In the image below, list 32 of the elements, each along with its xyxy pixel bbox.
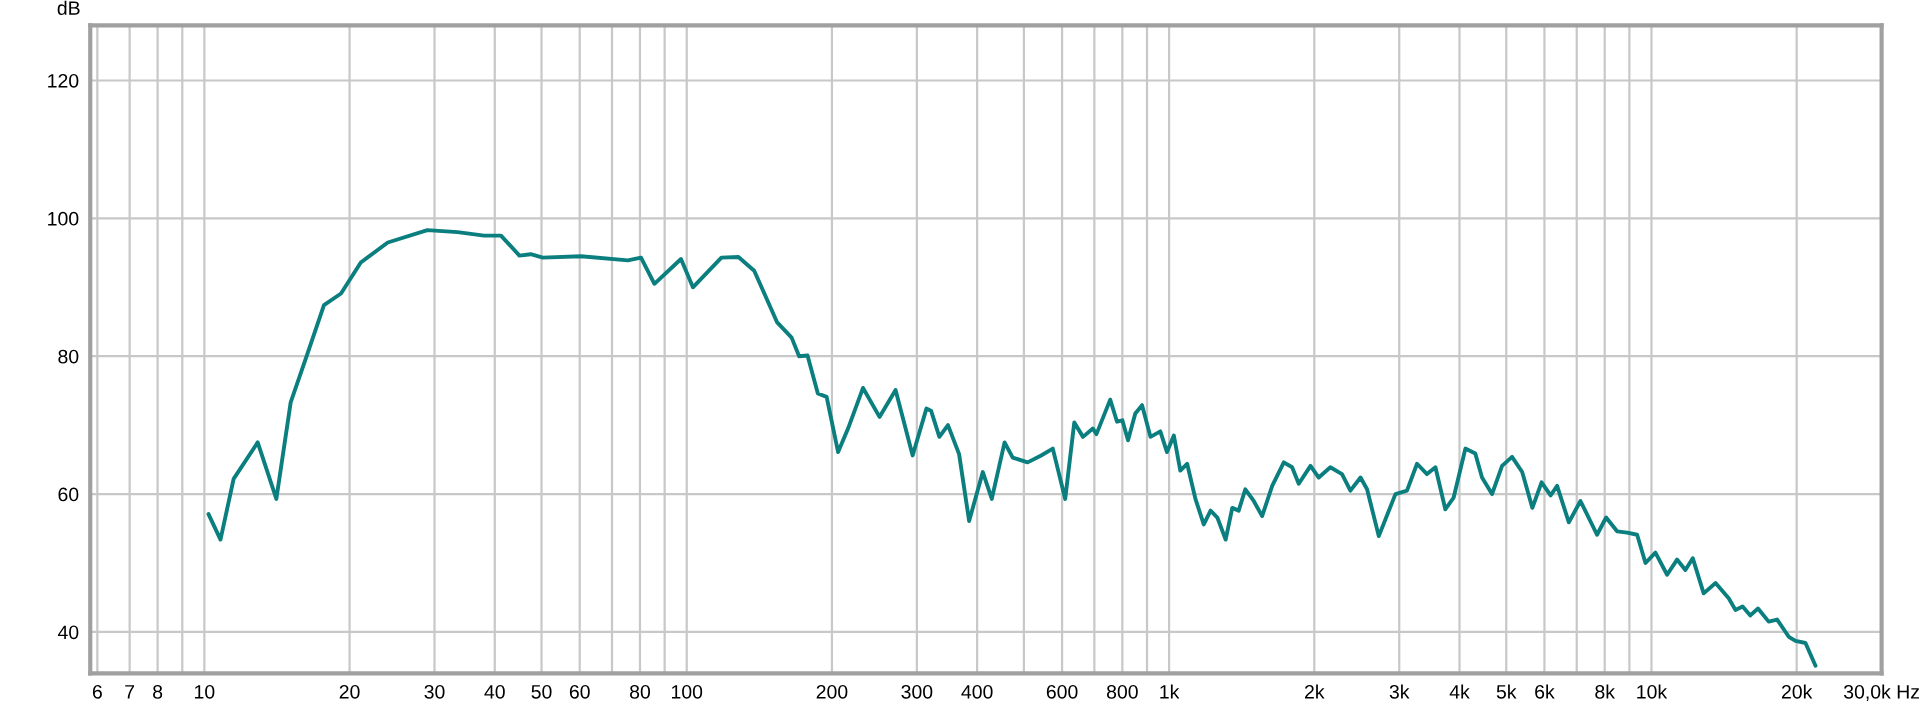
y-tick-label: 120 (48, 73, 79, 88)
x-tick-label: 2k (1305, 684, 1325, 699)
x-tick-label: 10k (1637, 684, 1668, 699)
x-tick-label: 8 (153, 684, 163, 699)
x-tick-label: 6 (92, 684, 102, 699)
x-tick-label: 1k (1160, 684, 1180, 699)
x-tick-label: 60 (569, 684, 590, 699)
x-tick-label: 10 (195, 684, 215, 699)
x-tick-label: 4k (1449, 684, 1470, 699)
x-tick-label: 7 (125, 685, 135, 699)
x-tick-label: 20 (339, 684, 360, 699)
y-axis-title: dB (57, 0, 80, 16)
x-tick-label: 6k (1535, 684, 1555, 699)
x-tick-label: 400 (961, 684, 993, 699)
x-tick-label: 3k (1389, 684, 1410, 699)
x-tick-label: 600 (1046, 684, 1078, 699)
x-tick-label: 50 (531, 684, 552, 699)
x-tick-label: 5k (1496, 684, 1517, 699)
x-tick-label: 300 (901, 684, 933, 699)
x-tick-label: 8k (1595, 684, 1615, 699)
x-tick-label: 40 (484, 684, 505, 699)
x-tick-label: 200 (816, 684, 848, 699)
x-tick-label: 20k (1781, 684, 1813, 699)
x-tick-label: 80 (630, 684, 651, 699)
x-tick-label: 100 (671, 684, 703, 699)
x-tick-label: 30 (424, 684, 445, 699)
x-tick-label: 800 (1106, 684, 1138, 699)
y-tick-label: 80 (58, 349, 79, 364)
y-tick-label: 60 (58, 487, 79, 502)
y-tick-label: 100 (48, 211, 79, 226)
y-tick-label: 40 (57, 625, 79, 640)
x-tick-label: 30,0k Hz (1843, 684, 1919, 702)
